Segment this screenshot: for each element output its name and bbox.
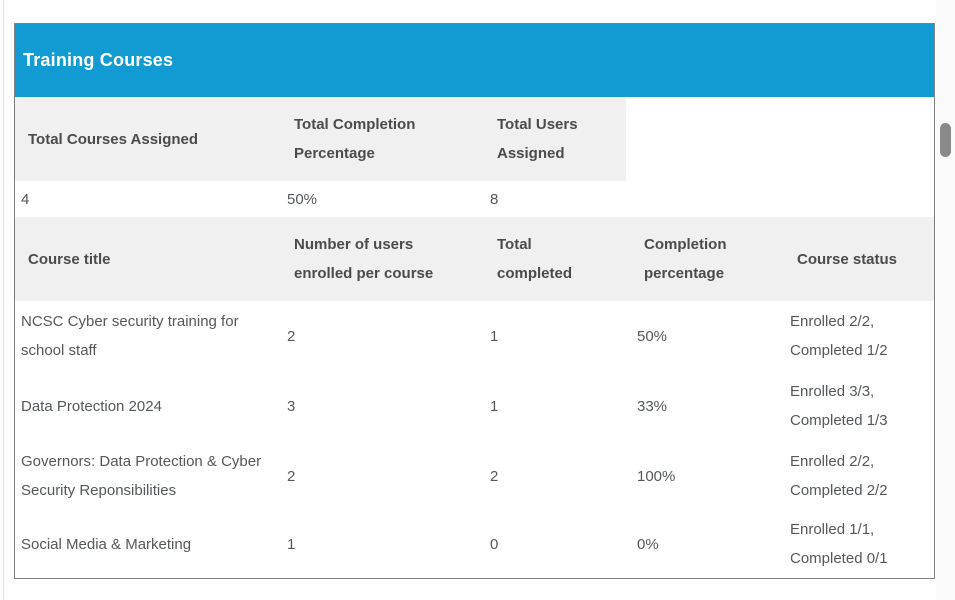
course-title-cell: Social Media & Marketing <box>15 511 281 577</box>
course-status-cell: Enrolled 2/2, Completed 1/2 <box>784 301 934 371</box>
course-enrolled-cell: 3 <box>287 397 296 415</box>
course-percentage-cell: 0% <box>637 535 659 553</box>
scrollbar-thumb[interactable] <box>940 123 951 157</box>
courses-header-status-label: Course status <box>797 250 898 268</box>
course-completed-cell: 0 <box>490 535 499 553</box>
summary-header-total-completion: Total Completion Percentage <box>281 97 484 181</box>
courses-header-completed-label: Total completed <box>497 236 573 282</box>
course-percentage-cell: 33% <box>637 397 668 415</box>
summary-value-total-users: 8 <box>490 190 499 208</box>
courses-header-percentage-label: Completion percentage <box>644 236 727 282</box>
courses-table-body: NCSC Cyber security training for school … <box>15 301 934 577</box>
course-percentage-cell: 50% <box>637 327 668 345</box>
courses-header-completed: Total completed <box>484 217 631 301</box>
panel-title: Training Courses <box>23 50 174 70</box>
summary-value-spacer <box>626 181 934 217</box>
course-completed-cell: 1 <box>490 397 499 415</box>
summary-header-total-users: Total Users Assigned <box>484 97 626 181</box>
summary-header-total-users-label: Total Users Assigned <box>497 116 578 162</box>
summary-value-total-courses: 4 <box>21 190 30 208</box>
course-row: Data Protection 2024 3 1 33% Enrolled 3/… <box>15 371 934 441</box>
course-status-cell: Enrolled 3/3, Completed 1/3 <box>784 371 934 441</box>
course-status: Enrolled 2/2, Completed 2/2 <box>790 453 888 499</box>
course-row: Governors: Data Protection & Cyber Secur… <box>15 441 934 511</box>
course-title-cell: Data Protection 2024 <box>15 371 281 441</box>
summary-header-row: Total Courses Assigned Total Completion … <box>15 97 934 181</box>
course-title-cell: NCSC Cyber security training for school … <box>15 301 281 371</box>
summary-header-total-courses-label: Total Courses Assigned <box>28 130 199 148</box>
course-enrolled-cell: 2 <box>287 467 296 485</box>
course-title: Data Protection 2024 <box>21 397 162 415</box>
courses-header-title: Course title <box>15 217 281 301</box>
course-enrolled-cell: 2 <box>287 327 296 345</box>
courses-header-enrolled-label: Number of users enrolled per course <box>294 236 434 282</box>
course-status-cell: Enrolled 1/1, Completed 0/1 <box>784 511 934 577</box>
course-completed-cell: 1 <box>490 327 499 345</box>
summary-header-total-courses: Total Courses Assigned <box>15 97 281 181</box>
course-completed-cell: 2 <box>490 467 499 485</box>
course-status: Enrolled 3/3, Completed 1/3 <box>790 383 888 429</box>
courses-header-percentage: Completion percentage <box>631 217 784 301</box>
course-title: NCSC Cyber security training for school … <box>21 313 239 359</box>
courses-header-enrolled: Number of users enrolled per course <box>281 217 484 301</box>
page-left-divider <box>3 0 4 600</box>
course-status-cell: Enrolled 2/2, Completed 2/2 <box>784 441 934 511</box>
summary-values-row: 4 50% 8 <box>15 181 934 217</box>
panel-header: Training Courses <box>15 24 934 97</box>
course-title-cell: Governors: Data Protection & Cyber Secur… <box>15 441 281 511</box>
vertical-scrollbar[interactable] <box>936 0 955 600</box>
courses-header-row: Course title Number of users enrolled pe… <box>15 217 934 301</box>
course-enrolled-cell: 1 <box>287 535 296 553</box>
course-percentage-cell: 100% <box>637 467 676 485</box>
course-row: Social Media & Marketing 1 0 0% Enrolled… <box>15 511 934 577</box>
summary-value-total-completion: 50% <box>287 190 318 208</box>
course-title: Social Media & Marketing <box>21 535 192 553</box>
course-row: NCSC Cyber security training for school … <box>15 301 934 371</box>
summary-header-total-completion-label: Total Completion Percentage <box>294 116 416 162</box>
training-courses-panel: Training Courses Total Courses Assigned … <box>14 23 935 579</box>
course-status: Enrolled 1/1, Completed 0/1 <box>790 521 888 567</box>
course-title: Governors: Data Protection & Cyber Secur… <box>21 453 262 499</box>
courses-header-status: Course status <box>784 217 934 301</box>
summary-header-spacer <box>626 97 934 181</box>
course-status: Enrolled 2/2, Completed 1/2 <box>790 313 888 359</box>
courses-header-title-label: Course title <box>28 250 111 268</box>
